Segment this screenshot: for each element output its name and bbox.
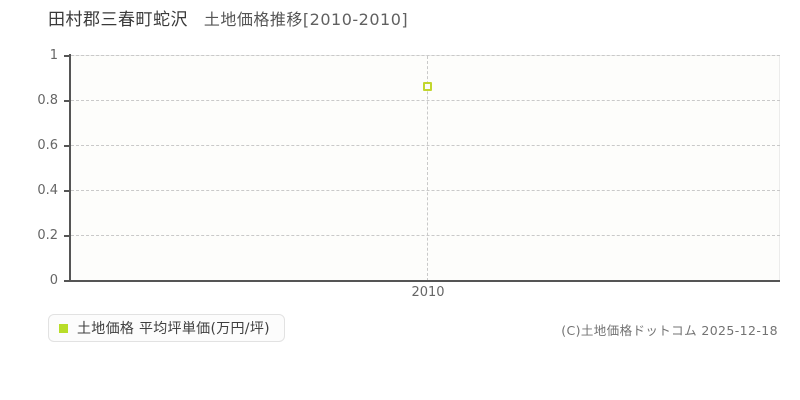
data-point-2010[interactable] [423, 82, 432, 91]
gridline-y-0.8 [71, 100, 780, 101]
legend[interactable]: 土地価格 平均坪単価(万円/坪) [48, 314, 285, 342]
gridline-y-0.6 [71, 145, 780, 146]
title-subject: 土地価格推移 [203, 10, 303, 29]
gridline-y-1 [71, 55, 780, 56]
y-axis-label-0.8: 0.8 [37, 93, 58, 108]
y-axis-label-0: 0 [49, 273, 58, 288]
x-axis-line [69, 280, 780, 282]
copyright-text: (C)土地価格ドットコム 2025-12-18 [561, 323, 778, 338]
y-axis-line [69, 54, 71, 282]
title-location: 田村郡三春町蛇沢 [48, 10, 188, 30]
x-axis-label-2010: 2010 [411, 285, 445, 300]
y-axis-label-0.2: 0.2 [37, 228, 58, 243]
legend-label: 土地価格 平均坪単価(万円/坪) [77, 321, 270, 337]
gridline-y-0.4 [71, 190, 780, 191]
plot-area [70, 55, 780, 281]
y-tick-0.2 [64, 235, 70, 237]
gridline-x-2010 [427, 56, 428, 281]
y-tick-0.8 [64, 100, 70, 102]
y-tick-0.4 [64, 190, 70, 192]
y-axis-label-0.4: 0.4 [37, 183, 58, 198]
y-axis-label-1: 1 [49, 48, 58, 63]
y-tick-0.6 [64, 145, 70, 147]
title-range: [2010-2010] [302, 10, 409, 29]
y-tick-1 [64, 55, 70, 57]
legend-swatch-icon [59, 323, 68, 333]
page-title: 田村郡三春町蛇沢 土地価格推移[2010-2010] [48, 9, 408, 31]
y-tick-0 [64, 280, 70, 282]
gridline-y-0.2 [71, 235, 780, 236]
y-axis-label-0.6: 0.6 [37, 138, 58, 153]
